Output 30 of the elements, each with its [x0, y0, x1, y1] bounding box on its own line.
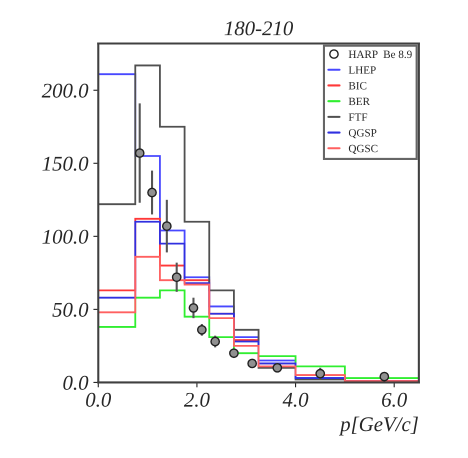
- y-tick-label: 0.0: [63, 376, 88, 390]
- y-tick-label: 200.0: [42, 84, 88, 98]
- legend-label: QGSP: [348, 129, 376, 138]
- point: [162, 221, 172, 231]
- x-tick-label: 0.0: [86, 392, 112, 407]
- point: [272, 362, 282, 373]
- y-tick-label: 50.0: [52, 302, 88, 317]
- point: [315, 368, 326, 379]
- point: [210, 336, 220, 346]
- point: [188, 303, 198, 313]
- y-tick-label: 150.0: [42, 156, 88, 171]
- x-tick-label: 2.0: [184, 392, 210, 407]
- x-tick-label: 6.0: [382, 392, 407, 407]
- point: [172, 272, 182, 282]
- x-tick-label: 4.0: [282, 392, 308, 407]
- y-tick-label: 100.0: [42, 230, 88, 244]
- legend-label: HARP Be 8.9: [348, 50, 412, 58]
- point: [379, 372, 390, 382]
- legend-label: FTF: [348, 113, 368, 121]
- point: [247, 358, 258, 368]
- legend-label: QGSC: [348, 144, 378, 154]
- point: [134, 148, 145, 158]
- point: [196, 324, 207, 335]
- legend-label: BER: [348, 98, 370, 106]
- point: [229, 348, 239, 358]
- point: [147, 188, 157, 198]
- x-axis-title: p[GeV/c]: [338, 416, 418, 436]
- legend-label: BIC: [348, 82, 366, 90]
- legend-label: LHEP: [348, 66, 376, 74]
- chart-title: 180-210: [224, 21, 294, 36]
